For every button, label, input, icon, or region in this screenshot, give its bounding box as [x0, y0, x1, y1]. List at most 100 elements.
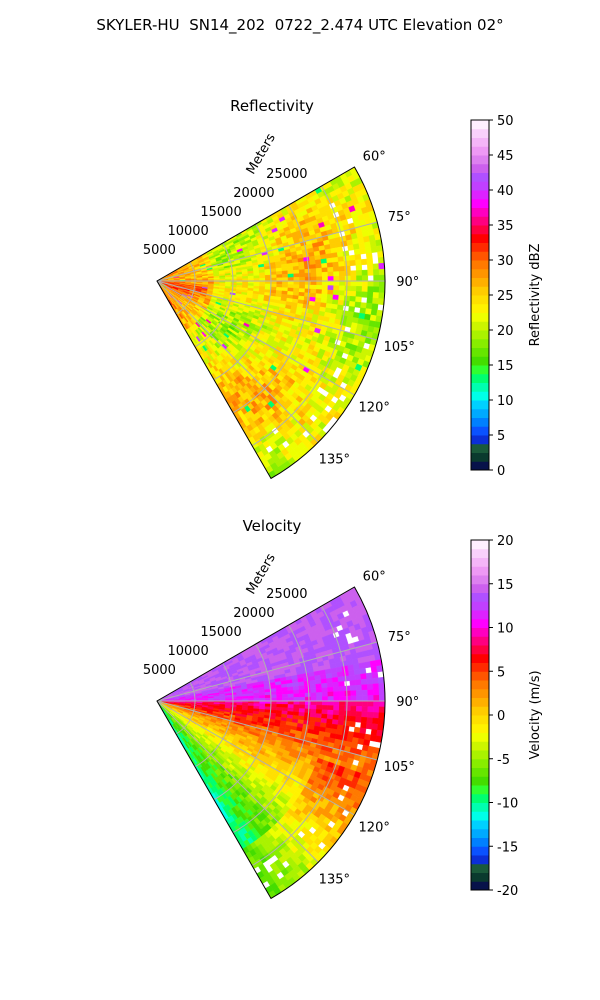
radar-cell	[338, 690, 346, 697]
radar-cell	[343, 720, 350, 727]
colorbar-segment	[471, 286, 489, 296]
colorbar-segment	[471, 627, 489, 637]
radar-cell	[316, 700, 323, 706]
radar-cell	[379, 274, 385, 282]
radar-cell	[333, 705, 340, 711]
radar-cell	[310, 284, 317, 290]
radar-cell	[276, 690, 283, 695]
radar-cell	[347, 244, 355, 251]
radar-cell	[365, 308, 372, 316]
radar-cell	[236, 696, 243, 700]
radar-cell	[321, 691, 329, 697]
colorbar-segment	[471, 680, 489, 690]
colorbar-segment	[471, 575, 489, 585]
radar-cell	[367, 700, 374, 707]
radar-cell	[331, 676, 339, 683]
radar-cell	[333, 696, 340, 702]
radar-cell	[344, 685, 351, 692]
radar-cell	[339, 280, 346, 287]
colorbar-segment	[471, 723, 489, 733]
radar-cell	[373, 694, 380, 702]
azimuth-tick-label: 75°	[388, 210, 411, 225]
radar-cell	[371, 303, 379, 311]
colorbar-segment	[471, 382, 489, 392]
azimuth-gridline	[156, 221, 378, 282]
colorbar-segment	[471, 268, 489, 278]
radar-cell	[348, 301, 356, 308]
colorbar-tick-label: 15	[497, 578, 514, 593]
radar-cell	[355, 264, 363, 271]
radar-cell	[344, 695, 352, 702]
colorbar-segment	[471, 741, 489, 751]
colorbar-tick-label: 20	[497, 324, 514, 339]
radar-cell	[310, 708, 317, 714]
radar-cell	[310, 688, 317, 694]
colorbar-segment	[471, 540, 489, 550]
colorbar-tick-label: 35	[497, 219, 514, 234]
radar-cell	[282, 273, 289, 278]
radar-cell	[315, 259, 322, 265]
colorbar-segment	[471, 356, 489, 366]
radar-cell	[230, 276, 237, 280]
radar-cell	[259, 695, 266, 699]
colorbar-segment	[471, 776, 489, 786]
azimuth-gridline	[156, 280, 355, 396]
radar-cell	[356, 695, 363, 702]
azimuth-tick-label: 135°	[319, 872, 350, 887]
radar-cell	[349, 259, 357, 267]
radar-cell	[360, 716, 368, 724]
radar-cell	[315, 709, 323, 715]
radar-cell	[356, 275, 363, 282]
radar-cell	[367, 291, 374, 299]
radar-cell	[365, 246, 372, 254]
radar-cell	[316, 272, 323, 278]
radar-cell	[350, 280, 357, 287]
radar-cell	[343, 260, 351, 267]
radar-cell	[270, 274, 277, 279]
colorbar-segment	[471, 435, 489, 445]
radar-cell	[348, 254, 356, 261]
radar-cell	[287, 686, 294, 691]
radar-cell	[327, 686, 334, 693]
radar-cell	[361, 700, 369, 707]
radar-cell	[344, 270, 351, 277]
radar-cell	[373, 269, 380, 276]
radar-cell	[361, 275, 369, 282]
radar-cell	[298, 269, 306, 274]
radar-cell	[349, 295, 357, 303]
radar-cell	[355, 259, 362, 266]
radar-cell	[327, 289, 334, 296]
radar-cell	[264, 271, 272, 276]
radar-cell	[348, 669, 356, 676]
colorbar-segment	[471, 216, 489, 226]
radar-cell	[304, 700, 312, 706]
radar-cell	[331, 256, 339, 263]
radar-cell	[332, 681, 340, 688]
radar-cell	[293, 277, 300, 282]
radar-cell	[309, 259, 316, 266]
radar-cell	[336, 251, 344, 258]
colorbar-segment	[471, 251, 489, 261]
radar-cell	[332, 294, 340, 301]
radar-cell	[343, 255, 350, 262]
radar-cell	[230, 696, 237, 700]
colorbar-segment	[471, 137, 489, 147]
range-tick-label: 25000	[266, 587, 307, 602]
radar-cell	[355, 291, 363, 298]
radar-cell	[336, 671, 344, 678]
radar-cell	[304, 696, 312, 702]
radar-cell	[321, 709, 328, 715]
radar-cell	[361, 706, 369, 713]
radar-cell	[299, 700, 306, 706]
radar-cell	[361, 689, 369, 696]
radar-cell	[373, 274, 380, 282]
colorbar-segment	[471, 303, 489, 313]
radar-cell	[378, 262, 385, 270]
radar-cell	[304, 264, 311, 270]
radar-cell	[344, 690, 351, 697]
radar-cell	[292, 265, 300, 271]
radar-cell	[282, 704, 289, 709]
radar-cell	[350, 705, 357, 712]
colorbar-segment	[471, 408, 489, 418]
colorbar-segment	[471, 330, 489, 340]
